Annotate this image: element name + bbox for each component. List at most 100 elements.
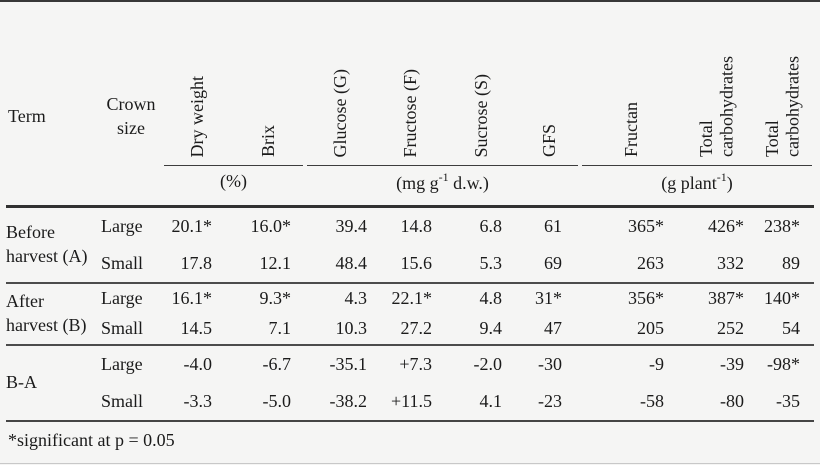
- cell: 17.8: [180, 252, 213, 273]
- unit-group-g-per-plant: (g plant-1): [580, 165, 814, 208]
- cell: 47: [544, 318, 562, 338]
- table-header: Term Crown size Dry weight Brix Glucose …: [6, 2, 814, 208]
- cell: -35: [776, 390, 800, 411]
- cell: 9.3*: [232, 281, 305, 314]
- cell: 14.8: [400, 215, 433, 236]
- table-row: B-A Large -4.0 -6.7 -35.1 +7.3 -2.0 -30 …: [6, 343, 814, 421]
- significance-footnote: *significant at p = 0.05: [8, 429, 175, 450]
- crown-size-cell: Small: [101, 318, 144, 338]
- col-header-dry-weight: Dry weight: [162, 2, 232, 165]
- crown-size-cell: Small: [101, 252, 144, 273]
- cell: 365*: [628, 215, 664, 236]
- cell: 5.3: [479, 252, 503, 273]
- rotated-label: Fructose (F): [399, 68, 420, 158]
- col-header-gfs: GFS: [518, 2, 580, 165]
- col-header-total-carbohydrates-1: Total carbohydrates: [682, 2, 752, 165]
- section-after-harvest: After harvest (B) Large 16.1* 9.3* 4.3 2…: [6, 281, 814, 345]
- cell: 387*: [682, 281, 752, 314]
- unit-text: d.w.): [448, 173, 489, 193]
- cell: 6.8: [479, 215, 503, 236]
- cell: 205: [637, 318, 664, 338]
- unit-label-g-per-plant: (g plant-1): [582, 165, 812, 194]
- rotated-label: GFS: [538, 123, 559, 157]
- rotated-label: Brix: [258, 124, 279, 157]
- cell: -6.7: [232, 343, 305, 383]
- cell: -3.3: [183, 390, 213, 411]
- cell: 22.1*: [375, 281, 445, 314]
- cell: -23: [538, 390, 562, 411]
- cell: 16.0*: [250, 215, 292, 236]
- cell: 48.4: [335, 252, 368, 273]
- unit-text: (mg g: [396, 173, 439, 193]
- rotated-label: Total carbohydrates: [762, 56, 803, 157]
- unit-text: (g plant: [661, 173, 717, 193]
- crown-size-cell: Large: [101, 215, 143, 236]
- cell: -9: [580, 343, 682, 383]
- cell: -80: [720, 390, 744, 411]
- cell: -39: [682, 343, 752, 383]
- cell: 15.6: [400, 252, 433, 273]
- table-row: Small 14.5 7.1 10.3 27.2 9.4 47 205 252 …: [6, 314, 814, 345]
- cell: 10.3: [335, 318, 368, 338]
- cell: -30: [518, 343, 580, 383]
- cell: 356*: [580, 281, 682, 314]
- cell: 69: [544, 252, 562, 273]
- cell: -2.0: [445, 343, 518, 383]
- col-header-total-carbohydrates-2: Total carbohydrates: [752, 2, 814, 165]
- cell: 16.1*: [162, 281, 232, 314]
- table-row: Small -3.3 -5.0 -38.2 +11.5 4.1 -23 -58 …: [6, 383, 814, 421]
- col-header-glucose: Glucose (G): [305, 2, 375, 165]
- cell: 426*: [708, 215, 744, 236]
- cell: +7.3: [375, 343, 445, 383]
- col-header-fructose: Fructose (F): [375, 2, 445, 165]
- cell: 238*: [764, 215, 800, 236]
- crown-size-cell: Large: [100, 281, 162, 314]
- cell: 31*: [518, 281, 580, 314]
- cell: -4.0: [162, 343, 232, 383]
- cell: 12.1: [259, 252, 292, 273]
- cell: 89: [782, 252, 800, 273]
- table-row: Small 17.8 12.1 48.4 15.6 5.3 69 263 332…: [6, 245, 814, 283]
- cell: 4.1: [479, 390, 503, 411]
- cell: 39.4: [335, 215, 368, 236]
- cell: 54: [782, 318, 800, 338]
- cell: -35.1: [305, 343, 375, 383]
- rotated-label: Sucrose (S): [471, 73, 492, 158]
- rotated-label: Glucose (G): [329, 68, 350, 157]
- table-row: Before harvest (A) Large 20.1* 16.0* 39.…: [6, 207, 814, 266]
- cell: 20.1*: [171, 215, 213, 236]
- rotated-label: Fructan: [620, 102, 641, 157]
- header-row: Term Crown size Dry weight Brix Glucose …: [6, 2, 814, 208]
- cell: -5.0: [262, 390, 292, 411]
- unit-label-mg-per-g: (mg g-1 d.w.): [307, 165, 578, 194]
- cell: 4.3: [305, 281, 375, 314]
- table-row: After harvest (B) Large 16.1* 9.3* 4.3 2…: [6, 281, 814, 345]
- section-b-minus-a: B-A Large -4.0 -6.7 -35.1 +7.3 -2.0 -30 …: [6, 343, 814, 421]
- unit-group-mg-per-g: (mg g-1 d.w.): [305, 165, 580, 208]
- col-header-brix: Brix: [232, 2, 305, 165]
- cell: +11.5: [391, 390, 432, 411]
- unit-superscript: -1: [438, 170, 449, 184]
- rotated-label: Dry weight: [186, 75, 207, 157]
- cell: 61: [544, 215, 562, 236]
- cell: -98*: [752, 343, 814, 383]
- crown-size-cell: Small: [101, 390, 144, 411]
- cell: -58: [640, 390, 664, 411]
- unit-group-percent: (%): [162, 165, 305, 208]
- cell: 4.8: [445, 281, 518, 314]
- term-label: B-A: [6, 343, 100, 421]
- cell: 14.5: [180, 318, 213, 338]
- rotated-label: Total carbohydrates: [696, 56, 737, 157]
- crown-size-cell: Large: [100, 343, 162, 383]
- unit-label-percent: (%): [164, 165, 303, 192]
- unit-text: ): [726, 173, 733, 193]
- cell: -38.2: [329, 390, 368, 411]
- units-row: (%) (mg g-1 d.w.) (g plant-1): [6, 165, 814, 208]
- term-label: After harvest (B): [6, 281, 100, 345]
- col-header-sucrose: Sucrose (S): [445, 2, 518, 165]
- col-header-crown-size: Crown size: [100, 2, 162, 208]
- col-header-fructan: Fructan: [580, 2, 682, 165]
- cell: 332: [717, 252, 744, 273]
- cell: 7.1: [268, 318, 292, 338]
